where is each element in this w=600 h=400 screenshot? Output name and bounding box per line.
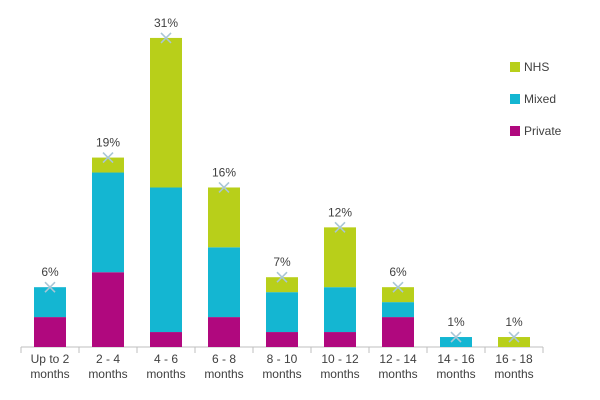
bar-segment (92, 172, 124, 273)
total-marker (160, 32, 172, 44)
x-tick-label: 14 - 16 months (436, 352, 476, 381)
legend-label: Private (524, 124, 562, 138)
x-tick-label: 8 - 10 months (262, 352, 302, 381)
bar-segment (208, 187, 240, 248)
bar-segment (498, 337, 530, 347)
total-marker-stroke (508, 331, 520, 343)
bar-segment (324, 332, 356, 347)
total-marker-stroke (44, 281, 56, 293)
legend-label: Mixed (524, 92, 556, 106)
bar-segment (440, 337, 472, 347)
total-marker-stroke (276, 271, 288, 283)
data-label: 6% (41, 265, 59, 279)
data-label: 7% (273, 255, 291, 269)
data-label: 31% (154, 16, 178, 30)
legend-swatch (510, 126, 520, 136)
data-label: 6% (389, 265, 407, 279)
bar-segment (266, 292, 298, 333)
total-marker (450, 331, 462, 343)
data-label: 1% (505, 315, 523, 329)
x-tick-label: 12 - 14 months (378, 352, 418, 381)
data-label: 16% (212, 165, 236, 179)
bar-segment (324, 287, 356, 333)
total-marker (334, 221, 346, 233)
bar-segment (382, 302, 414, 318)
bar-segment (266, 332, 298, 347)
total-marker (218, 181, 230, 194)
x-tick-label: 16 - 18 months (494, 352, 534, 381)
x-tick-label: 6 - 8 months (204, 352, 244, 381)
x-tick-label: 4 - 6 months (146, 352, 186, 381)
x-tick-label: 10 - 12 months (320, 352, 360, 381)
data-label: 19% (96, 136, 120, 150)
bar-segment (266, 277, 298, 293)
total-marker (102, 152, 114, 164)
total-marker-stroke (334, 221, 346, 233)
bar-segment (92, 272, 124, 347)
legend-label: NHS (524, 60, 549, 74)
bar-segment (92, 157, 124, 173)
x-tick-label: Up to 2 months (30, 352, 70, 381)
total-marker-stroke (392, 281, 404, 293)
bar-segment (150, 187, 182, 333)
legend-swatch (510, 62, 520, 72)
bar-segment (382, 317, 414, 347)
bar-segment (34, 317, 66, 347)
total-marker-stroke (160, 32, 172, 44)
bar-segment (324, 227, 356, 288)
bar-segment (34, 287, 66, 318)
legend-swatch (510, 94, 520, 104)
total-marker-stroke (102, 152, 114, 164)
x-tick-label: 2 - 4 months (88, 352, 128, 381)
total-marker (276, 271, 288, 283)
bar-segment (208, 247, 240, 318)
data-label: 12% (328, 205, 352, 219)
total-marker (392, 281, 404, 293)
bar-segment (150, 332, 182, 347)
bar-segment (150, 37, 182, 188)
data-label: 1% (447, 315, 465, 329)
total-marker-stroke (218, 181, 230, 194)
total-marker-stroke (450, 331, 462, 343)
total-marker (44, 281, 56, 293)
bar-segment (208, 317, 240, 347)
total-marker (508, 331, 520, 343)
bar-segment (382, 287, 414, 303)
